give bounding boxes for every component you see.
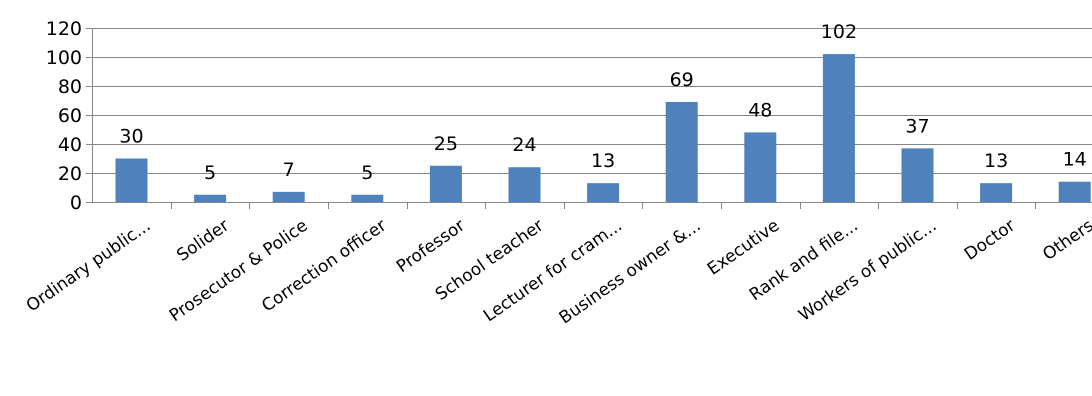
data-label: 37 (905, 115, 929, 137)
data-label: 69 (670, 69, 694, 91)
data-label: 5 (204, 162, 216, 184)
y-tick-label: 40 (58, 134, 82, 156)
bar-10 (901, 148, 934, 202)
data-label: 7 (283, 159, 295, 181)
y-tick-label: 20 (58, 163, 82, 185)
axes (86, 28, 1092, 209)
data-label: 25 (434, 133, 458, 155)
x-category-label: Solider (173, 216, 233, 266)
bar-11 (980, 183, 1013, 202)
bars (115, 54, 1091, 202)
bar-6 (587, 183, 620, 202)
bar-1 (194, 194, 227, 202)
data-label: 30 (119, 126, 143, 148)
bar-5 (508, 167, 541, 202)
data-label: 13 (984, 150, 1008, 172)
x-category-label: Professor (393, 216, 469, 277)
bar-2 (272, 191, 305, 202)
bar-8 (744, 132, 777, 202)
bar-4 (429, 165, 462, 202)
x-category-label: Prosecutor & Police (166, 216, 312, 326)
data-label: 24 (512, 134, 536, 156)
x-category-label: Lecturer for cram... (480, 216, 626, 327)
data-label: 5 (361, 162, 373, 184)
data-label: 14 (1063, 149, 1087, 171)
bar-0 (115, 158, 148, 202)
bar-9 (822, 54, 855, 202)
x-category-label: Ordinary public... (23, 216, 155, 316)
bar-12 (1058, 181, 1091, 202)
bar-3 (351, 194, 384, 202)
y-tick-label: 0 (70, 192, 82, 214)
data-label: 48 (748, 99, 772, 121)
x-category-label: Business owner &... (556, 216, 705, 329)
bar-7 (665, 101, 698, 202)
data-label: 13 (591, 150, 615, 172)
x-category-label: Doctor (961, 216, 1019, 265)
x-category-label: Others (1039, 216, 1092, 265)
y-tick-label: 100 (46, 47, 82, 69)
data-label: 102 (821, 21, 857, 43)
y-tick-label: 60 (58, 105, 82, 127)
y-tick-label: 120 (46, 18, 82, 40)
y-tick-label: 80 (58, 76, 82, 98)
x-category-label: Workers of public... (795, 216, 940, 326)
